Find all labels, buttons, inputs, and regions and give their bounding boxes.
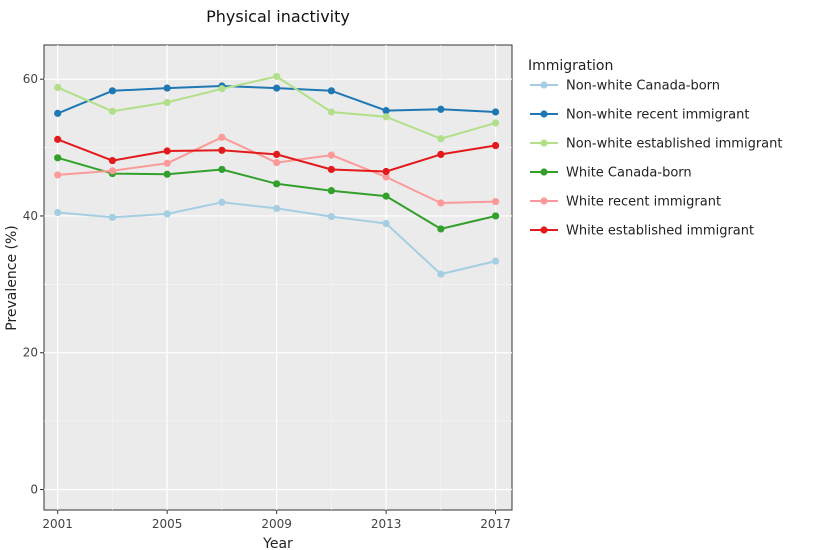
data-point	[163, 84, 171, 92]
data-point	[108, 87, 117, 95]
data-point	[54, 109, 62, 117]
data-point	[437, 150, 445, 159]
data-point	[163, 147, 171, 155]
axes: 0 20 40 60 2001 2005 2009 2013 2017	[23, 72, 511, 531]
series-1	[54, 198, 500, 278]
legend-label: Non-white established immigrant	[566, 137, 782, 152]
data-point	[218, 146, 226, 154]
data-point	[273, 180, 281, 188]
y-tick-label: 40	[23, 209, 38, 223]
legend-swatch-point	[540, 197, 548, 205]
data-point	[437, 135, 445, 143]
legend-swatch-point	[540, 81, 548, 89]
data-point	[54, 171, 62, 179]
data-point	[273, 159, 281, 167]
legend-item: White recent immigrant	[530, 195, 721, 210]
series-5	[54, 133, 500, 207]
x-tick-label: 2017	[480, 517, 511, 531]
data-point	[327, 108, 335, 116]
data-point	[54, 83, 62, 91]
series-3	[54, 72, 500, 143]
data-point	[273, 150, 281, 159]
data-point	[382, 113, 390, 121]
data-point	[327, 213, 335, 221]
data-point	[327, 165, 335, 174]
x-tick-label: 2005	[152, 517, 183, 531]
data-point	[54, 154, 62, 162]
data-point	[54, 135, 62, 143]
data-point	[382, 107, 390, 115]
data-point	[491, 119, 500, 127]
data-point	[273, 84, 281, 92]
data-point	[437, 225, 445, 233]
data-point	[108, 213, 117, 221]
data-point	[163, 170, 171, 178]
y-axis-title: Prevalence (%)	[4, 225, 20, 331]
data-point	[382, 167, 390, 176]
y-tick-label: 60	[23, 72, 38, 86]
y-tick-label: 20	[23, 346, 38, 360]
x-tick-label: 2009	[261, 517, 292, 531]
data-point	[491, 257, 500, 265]
data-point	[437, 199, 445, 207]
series-layer	[54, 72, 500, 278]
data-point	[382, 173, 390, 181]
data-point	[54, 208, 62, 217]
legend-item: White established immigrant	[530, 224, 754, 239]
x-tick-label: 2013	[371, 517, 402, 531]
data-point	[273, 204, 281, 213]
data-point	[327, 151, 335, 159]
data-point	[108, 167, 117, 175]
legend: Immigration Non-white Canada-born Non-whi…	[528, 58, 782, 239]
data-point	[218, 85, 226, 93]
data-point	[163, 210, 171, 218]
data-point	[327, 187, 335, 195]
legend-item: Non-white Canada-born	[530, 79, 720, 94]
data-point	[437, 270, 445, 278]
y-tick-label: 0	[30, 482, 38, 496]
series-6	[54, 135, 500, 176]
data-point	[163, 98, 171, 107]
data-point	[382, 219, 390, 228]
legend-item: Non-white recent immigrant	[530, 108, 749, 123]
data-point	[273, 72, 281, 81]
legend-label: Non-white Canada-born	[566, 79, 720, 94]
data-point	[327, 87, 335, 95]
series-4	[54, 154, 500, 233]
legend-swatch-point	[540, 139, 548, 147]
legend-item: Non-white established immigrant	[530, 137, 782, 152]
legend-label: White Canada-born	[566, 166, 692, 181]
x-axis-title: Year	[262, 536, 293, 550]
legend-swatch-point	[540, 168, 548, 176]
x-tick-label: 2001	[42, 517, 73, 531]
data-point	[108, 156, 117, 165]
legend-label: Non-white recent immigrant	[566, 108, 749, 123]
data-point	[163, 159, 171, 167]
legend-item: White Canada-born	[530, 166, 692, 181]
data-point	[491, 197, 500, 206]
legend-swatch-point	[540, 226, 548, 234]
series-2	[54, 82, 500, 117]
legend-swatch-point	[540, 110, 548, 118]
data-point	[491, 212, 500, 220]
data-point	[491, 141, 500, 150]
data-point	[218, 165, 226, 174]
legend-label: White recent immigrant	[566, 195, 721, 210]
plot-background	[43, 44, 513, 511]
chart-title: Physical inactivity	[206, 7, 350, 26]
legend-label: White established immigrant	[566, 224, 754, 239]
legend-title: Immigration	[528, 58, 613, 74]
data-point	[108, 107, 117, 115]
data-point	[382, 192, 390, 200]
data-point	[218, 198, 226, 206]
data-point	[437, 105, 445, 113]
data-point	[491, 108, 500, 116]
data-point	[218, 133, 226, 141]
